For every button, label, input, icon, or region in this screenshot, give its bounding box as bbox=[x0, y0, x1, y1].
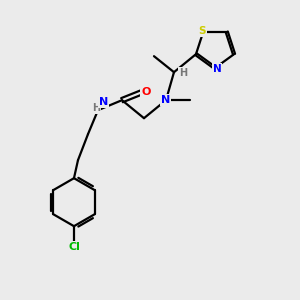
Text: N: N bbox=[99, 97, 109, 107]
Text: S: S bbox=[199, 26, 206, 36]
Text: N: N bbox=[161, 95, 171, 105]
Text: H: H bbox=[92, 103, 100, 113]
Text: Cl: Cl bbox=[68, 242, 80, 252]
Text: O: O bbox=[141, 87, 151, 97]
Text: H: H bbox=[179, 68, 187, 78]
Text: N: N bbox=[213, 64, 221, 74]
